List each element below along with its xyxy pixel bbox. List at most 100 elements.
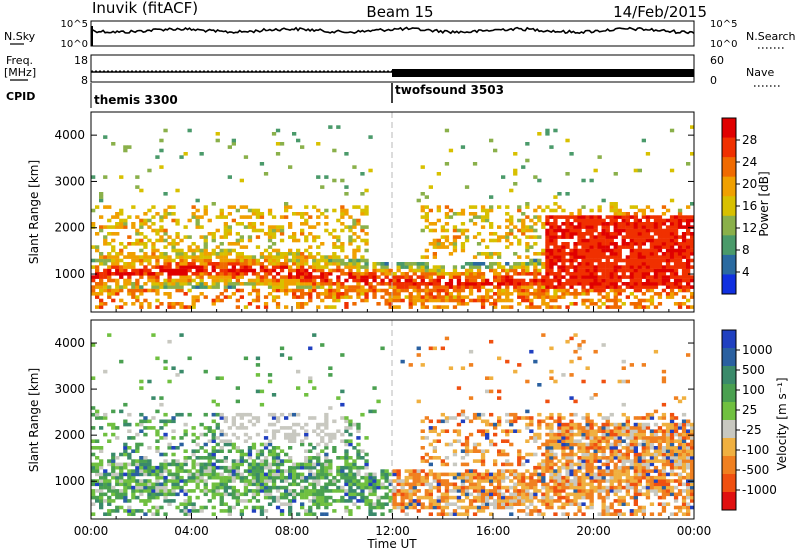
power-heatmap-cell	[633, 288, 638, 293]
power-heatmap-cell	[681, 285, 687, 289]
velocity-heatmap-cell	[259, 509, 265, 513]
power-heatmap-cell	[533, 272, 538, 276]
power-heatmap-cell	[223, 272, 228, 276]
velocity-heatmap-cell	[123, 489, 128, 493]
power-heatmap-cell	[593, 218, 598, 223]
velocity-heatmap-cell	[392, 469, 397, 473]
power-heatmap-cell	[296, 278, 301, 283]
velocity-heatmap-cell	[199, 472, 204, 477]
power-heatmap-cell	[541, 262, 546, 266]
power-heatmap-cell	[681, 262, 687, 266]
velocity-heatmap-cell	[581, 472, 586, 477]
power-heatmap-cell	[328, 262, 333, 266]
velocity-heatmap-cell	[501, 462, 506, 467]
power-heatmap-cell	[690, 295, 695, 299]
velocity-heatmap-cell	[444, 429, 450, 433]
velocity-heatmap-cell	[300, 492, 305, 497]
velocity-heatmap-cell	[585, 495, 590, 500]
velocity-heatmap-cell	[380, 472, 385, 477]
velocity-heatmap-cell	[577, 442, 582, 447]
velocity-heatmap-cell	[468, 419, 474, 424]
power-heatmap-cell	[263, 305, 269, 309]
velocity-heatmap-cell	[251, 489, 257, 493]
velocity-heatmap-cell	[517, 472, 522, 477]
power-heatmap-cell	[143, 288, 148, 293]
velocity-heatmap-cell	[175, 505, 180, 510]
power-heatmap-cell	[151, 248, 156, 253]
velocity-heatmap-cell	[448, 472, 454, 477]
velocity-heatmap-cell	[231, 446, 236, 450]
velocity-heatmap-cell	[505, 502, 510, 506]
velocity-heatmap-cell	[605, 426, 610, 430]
power-heatmap-cell	[304, 282, 309, 286]
velocity-heatmap-cell	[601, 469, 606, 473]
power-heatmap-cell	[517, 278, 522, 283]
velocity-heatmap-cell	[320, 512, 325, 516]
power-heatmap-cell	[364, 225, 369, 229]
date-title: 14/Feb/2015	[613, 3, 707, 21]
power-heatmap-cell	[103, 205, 108, 209]
power-heatmap-cell	[549, 252, 554, 256]
power-heatmap-cell	[561, 275, 566, 279]
power-heatmap-cell	[304, 258, 309, 263]
power-heatmap-cell	[637, 208, 642, 213]
power-heatmap-cell	[271, 275, 277, 279]
velocity-heatmap-cell	[344, 429, 349, 433]
velocity-heatmap-cell	[396, 505, 401, 510]
power-heatmap-cell	[585, 215, 590, 219]
power-heatmap-cell	[448, 242, 454, 246]
velocity-heatmap-cell	[577, 346, 582, 351]
power-heatmap-cell	[239, 245, 244, 249]
power-heatmap-cell	[569, 262, 574, 266]
power-heatmap-cell	[501, 265, 506, 269]
velocity-heatmap-cell	[368, 492, 373, 497]
power-heatmap-cell	[633, 252, 638, 256]
power-heatmap-cell	[308, 278, 313, 283]
velocity-heatmap-cell	[324, 452, 329, 457]
power-heatmap-cell	[665, 268, 671, 273]
power-heatmap-cell	[103, 175, 108, 179]
power-heatmap-cell	[593, 302, 598, 306]
velocity-heatmap-cell	[159, 396, 164, 400]
velocity-heatmap-cell	[557, 495, 562, 500]
velocity-heatmap-cell	[111, 499, 116, 503]
velocity-heatmap-cell	[408, 505, 413, 510]
power-heatmap-cell	[324, 262, 329, 266]
power-heatmap-cell	[613, 202, 618, 206]
power-heatmap-cell	[613, 298, 618, 303]
power-heatmap-cell	[493, 148, 498, 153]
velocity-heatmap-cell	[239, 459, 244, 463]
velocity-heatmap-cell	[565, 469, 570, 473]
velocity-heatmap-cell	[440, 429, 445, 433]
power-heatmap-cell	[175, 252, 180, 256]
power-heatmap-cell	[143, 212, 148, 216]
velocity-heatmap-cell	[529, 475, 534, 480]
power-heatmap-cell	[641, 212, 646, 216]
power-heatmap-cell	[292, 232, 297, 236]
power-heatmap-cell	[143, 222, 148, 226]
power-heatmap-cell	[336, 278, 341, 283]
power-heatmap-cell	[569, 212, 574, 216]
velocity-heatmap-cell	[175, 472, 180, 477]
velocity-heatmap-cell	[428, 469, 433, 473]
velocity-heatmap-cell	[284, 492, 289, 497]
power-heatmap-cell	[633, 212, 638, 216]
power-heatmap-cell	[167, 265, 172, 269]
velocity-heatmap-cell	[529, 495, 534, 500]
velocity-heatmap-cell	[255, 499, 261, 503]
velocity-heatmap-cell	[340, 432, 345, 437]
velocity-heatmap-cell	[203, 479, 208, 483]
velocity-heatmap-cell	[107, 482, 112, 487]
power-heatmap-cell	[432, 265, 437, 269]
velocity-heatmap-cell	[155, 465, 160, 470]
power-heatmap-cell	[195, 248, 200, 253]
power-heatmap-cell	[255, 258, 261, 263]
velocity-heatmap-cell	[203, 426, 208, 430]
power-heatmap-cell	[637, 282, 642, 286]
power-heatmap-cell	[155, 228, 160, 233]
velocity-heatmap-cell	[468, 449, 474, 453]
power-heatmap-cell	[271, 248, 277, 253]
power-heatmap-cell	[352, 238, 357, 243]
power-heatmap-cell	[440, 242, 445, 246]
power-heatmap-cell	[139, 232, 144, 236]
